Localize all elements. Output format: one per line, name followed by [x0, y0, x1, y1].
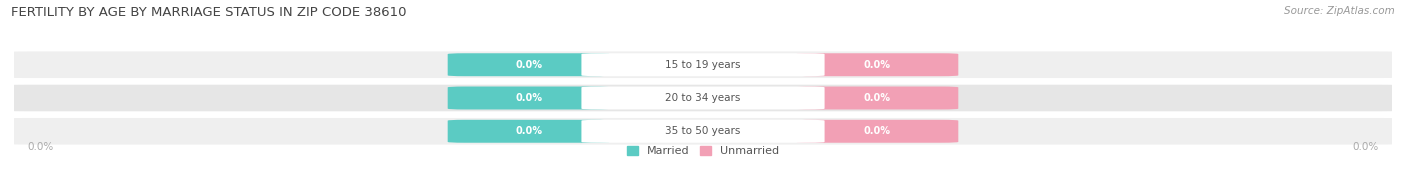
- FancyBboxPatch shape: [0, 51, 1406, 78]
- Legend: Married, Unmarried: Married, Unmarried: [627, 146, 779, 156]
- Text: 15 to 19 years: 15 to 19 years: [665, 60, 741, 70]
- FancyBboxPatch shape: [0, 85, 1406, 111]
- Text: 0.0%: 0.0%: [515, 126, 543, 136]
- FancyBboxPatch shape: [796, 53, 959, 76]
- Text: 35 to 50 years: 35 to 50 years: [665, 126, 741, 136]
- FancyBboxPatch shape: [582, 53, 824, 76]
- FancyBboxPatch shape: [0, 118, 1406, 145]
- FancyBboxPatch shape: [796, 120, 959, 143]
- Text: 0.0%: 0.0%: [515, 60, 543, 70]
- Text: 20 to 34 years: 20 to 34 years: [665, 93, 741, 103]
- FancyBboxPatch shape: [796, 86, 959, 110]
- Text: 0.0%: 0.0%: [863, 93, 891, 103]
- FancyBboxPatch shape: [447, 86, 610, 110]
- Text: 0.0%: 0.0%: [515, 93, 543, 103]
- Text: 0.0%: 0.0%: [863, 126, 891, 136]
- Text: FERTILITY BY AGE BY MARRIAGE STATUS IN ZIP CODE 38610: FERTILITY BY AGE BY MARRIAGE STATUS IN Z…: [11, 6, 406, 19]
- Text: Source: ZipAtlas.com: Source: ZipAtlas.com: [1284, 6, 1395, 16]
- Text: 0.0%: 0.0%: [1353, 142, 1378, 152]
- Text: 0.0%: 0.0%: [863, 60, 891, 70]
- FancyBboxPatch shape: [582, 120, 824, 143]
- FancyBboxPatch shape: [582, 86, 824, 110]
- FancyBboxPatch shape: [447, 120, 610, 143]
- Text: 0.0%: 0.0%: [28, 142, 53, 152]
- FancyBboxPatch shape: [447, 53, 610, 76]
